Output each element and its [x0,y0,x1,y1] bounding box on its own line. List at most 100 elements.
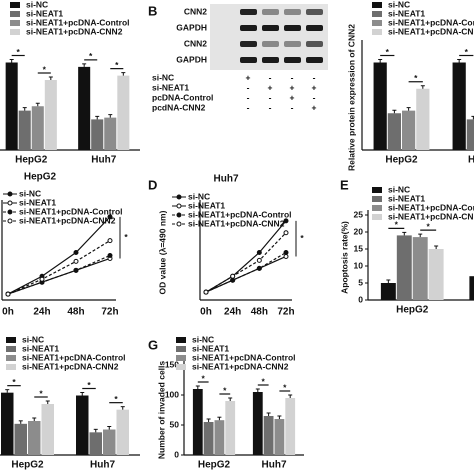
bar [214,420,225,455]
band-label: GAPDH [176,54,207,64]
blot-band [240,9,257,15]
x-tick-label: Huh7 [91,155,116,166]
y-tick-label: 0 [358,294,363,304]
legend-swatch [10,29,20,35]
legend-label: si-NEAT1 [188,200,225,210]
legend-label: si-NEAT1+pcDNA-Control [26,17,130,27]
x-tick-label: HepG2 [385,155,418,166]
x-tick-label: HepG2 [15,155,48,166]
y-tick-label: 5 [358,277,363,287]
treatment-sign: - [269,72,272,82]
x-tick-label: 48h [251,307,268,318]
x-tick-label: 24h [224,307,241,318]
blot-band [240,57,257,63]
treatment-sign: - [313,72,316,82]
legend-label: si-NEAT1+pcDNA-Control [388,202,474,212]
significance-marker: * [395,220,399,230]
treatment-sign: + [290,82,295,92]
point [283,253,289,259]
y-tick-label: 25 [354,209,364,219]
legend-point [7,218,13,224]
point [107,214,113,220]
legend-swatch [6,355,16,361]
legend-label: si-NC [19,188,41,198]
x-tick-label: HepG2 [198,460,231,471]
legend-label: si-NEAT1 [19,197,56,207]
legend-swatch [176,364,186,370]
x-tick-label: HepG2 [11,460,44,471]
blot-band [262,25,279,31]
panel-letter: E [340,177,349,192]
legend-point [7,209,13,215]
legend-point [7,200,13,206]
x-tick-label: Huh7 [262,460,287,471]
x-tick-label: 72h [277,307,294,318]
legend-label: si-NEAT1+pcDNA-Control [19,206,123,216]
legend-swatch [6,364,16,370]
y-tick-label: 0 [174,449,179,459]
significance-marker: * [262,376,266,386]
significance-marker: * [39,388,43,398]
point [73,258,79,264]
bar [78,66,91,150]
x-tick-label: 0h [200,307,212,318]
legend-point [176,212,182,218]
point [73,267,79,273]
blot-band [306,41,323,47]
point [39,276,45,282]
legend-label: si-NEAT1+pcDNA-Control [192,352,296,362]
legend-swatch [10,11,20,17]
legend-swatch [10,20,20,26]
legend-label: si-NEAT1+pcDNA-CNN2 [22,361,119,371]
treatment-sign: + [268,82,273,92]
panel-letter: G [148,337,158,352]
bar [387,113,401,150]
legend-swatch [372,196,382,202]
bar [263,416,274,455]
blot-band [306,57,323,63]
point [230,273,236,279]
point [73,250,79,255]
bar [76,395,89,455]
significance-marker: * [17,47,21,57]
y-axis-label: Number of invaded cells [156,361,166,460]
bar [380,283,396,300]
bar [89,432,102,455]
row-label: si-NC [152,72,174,82]
legend-swatch [10,2,20,8]
bar [274,419,285,455]
bar [416,88,430,150]
y-axis-label: Relative protein expression of CNN2 [346,24,356,171]
legend-label: si-NEAT1+pcDNA-CNN2 [19,215,116,225]
legend-point [7,191,13,197]
treatment-sign: - [247,102,250,112]
legend-label: si-NEAT1+pcDNA-CNN2 [388,26,474,36]
panel-letter: B [148,3,157,18]
legend-point [176,203,182,209]
legend-swatch [372,205,382,211]
significance-marker: * [12,377,16,387]
bar [285,398,296,455]
bar [203,422,214,455]
treatment-sign: + [312,82,317,92]
blot-band [240,25,257,31]
legend-swatch [372,2,382,8]
bar [252,392,263,455]
bar [1,392,14,455]
blot-band [284,25,301,31]
y-tick-label: 20 [354,226,364,236]
significance-marker: * [89,51,93,61]
legend-swatch [6,346,16,352]
blot-band [262,57,279,63]
chart-title: HepG2 [24,172,57,183]
bar [14,423,27,455]
point [256,257,262,263]
treatment-sign: - [247,92,250,102]
blot-band [306,9,323,15]
legend-label: si-NC [388,0,410,9]
treatment-sign: - [291,102,294,112]
significance-marker: * [300,233,304,243]
blot-band [240,41,257,47]
point [203,289,209,295]
legend-swatch [372,29,382,35]
